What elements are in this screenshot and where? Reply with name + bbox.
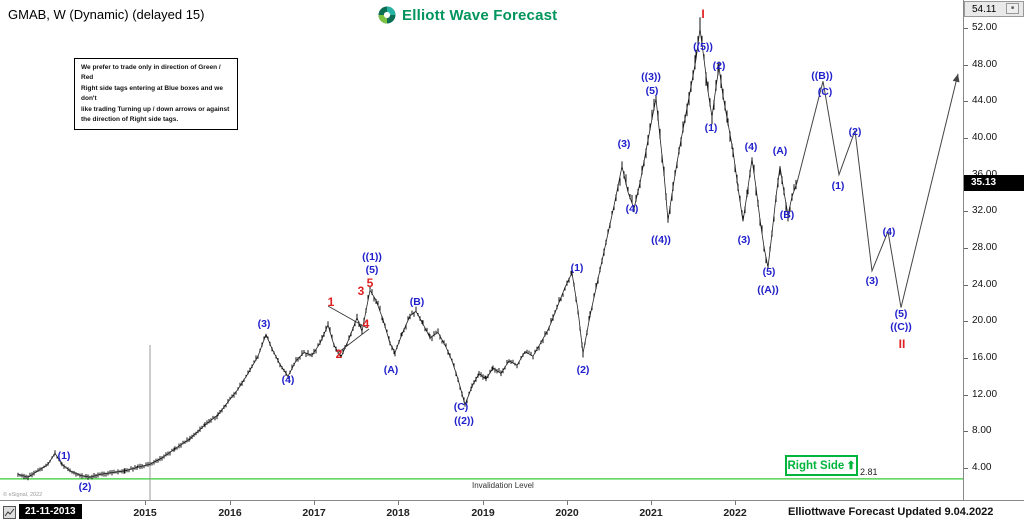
time-axis[interactable]: 2015 2016 2017 2018 2019 2020 2021 2022: [0, 500, 1024, 525]
x-axis-tick-mark: [230, 501, 231, 505]
y-axis-tick-label: 40.00: [972, 132, 998, 143]
y-axis-tick-label: 44.00: [972, 95, 998, 107]
trading-note: We prefer to trade only in direction of …: [74, 58, 238, 131]
y-axis-tick-mark: [964, 284, 968, 286]
y-axis-tick-mark: [964, 211, 968, 213]
x-axis-tick-mark: [314, 501, 315, 505]
y-axis-tick-label: 28.00: [972, 242, 998, 253]
y-axis-tick-mark: [964, 101, 968, 103]
x-axis-year-label: 2022: [723, 507, 747, 519]
y-axis-tick-mark: [964, 394, 968, 396]
y-axis-tick-label: 36.00: [972, 169, 997, 180]
elliott-wave-logo-icon: [378, 6, 396, 24]
x-axis-year-label: 2018: [386, 507, 410, 519]
y-axis-tick-mark: [964, 64, 968, 66]
right-side-tag: Right Side ⬆: [785, 455, 858, 476]
x-axis-tick-mark: [483, 501, 484, 505]
y-axis-tick-mark: [964, 138, 968, 139]
y-axis-tick-mark: [964, 248, 968, 249]
last-price-tag: 35.13: [964, 174, 1024, 191]
x-axis-tick-mark: [567, 501, 568, 505]
y-axis-tick-label: 16.00: [972, 352, 998, 363]
x-axis-year-label: 2015: [133, 507, 157, 519]
y-axis-tick-label: 20.00: [972, 315, 998, 327]
x-axis-tick-mark: [145, 501, 146, 505]
brand-name: Elliott Wave Forecast: [402, 6, 558, 24]
x-axis-year-label: 2020: [555, 507, 579, 519]
y-axis-tick-mark: [964, 358, 968, 359]
y-axis-tick-label: 32.00: [972, 205, 998, 217]
y-axis-tick-label: 4.00: [972, 462, 992, 473]
y-axis-tick-label: 24.00: [972, 278, 998, 290]
x-axis-year-label: 2017: [302, 507, 326, 519]
y-axis-tick-mark: [964, 468, 968, 469]
y-axis-tick-mark: [964, 431, 968, 433]
chart-menu-icon[interactable]: ■: [1006, 3, 1019, 14]
chart-start-date-tag: 21-11-2013: [19, 504, 82, 519]
y-axis-tick-mark: [964, 28, 968, 29]
esignal-copyright: © eSignal, 2022: [3, 492, 43, 498]
invalidation-level-price: 2.81: [860, 467, 878, 477]
y-axis-tick-label: 8.00: [972, 425, 992, 437]
mini-chart-glyph-icon: [3, 506, 16, 519]
x-axis-tick-mark: [735, 501, 736, 505]
y-axis-tick-mark: [964, 321, 968, 323]
brand-logo: Elliott Wave Forecast: [378, 6, 557, 24]
y-axis-tick-label: 48.00: [972, 58, 998, 70]
up-arrow-icon: ⬆: [846, 460, 856, 472]
menu-glyph-icon: ■: [1010, 5, 1015, 11]
x-axis-tick-mark: [398, 501, 399, 505]
x-axis-year-label: 2021: [639, 507, 663, 519]
symbol-title: GMAB, W (Dynamic) (delayed 15): [8, 7, 205, 22]
right-side-label: Right Side: [787, 459, 845, 472]
x-axis-year-label: 2016: [218, 507, 242, 519]
invalidation-level-label: Invalidation Level: [472, 481, 534, 490]
x-axis-year-label: 2019: [471, 507, 495, 519]
mini-chart-icon[interactable]: [3, 506, 16, 519]
y-axis-tick-label: 52.00: [972, 22, 998, 33]
forecast-updated-text: Elliottwave Forecast Updated 9.04.2022: [788, 506, 994, 518]
y-axis-tick-label: 12.00: [972, 388, 998, 400]
x-axis-tick-mark: [651, 501, 652, 505]
price-axis[interactable]: 54.11 35.13 52.0048.0044.0040.0036.0032.…: [963, 0, 1024, 500]
